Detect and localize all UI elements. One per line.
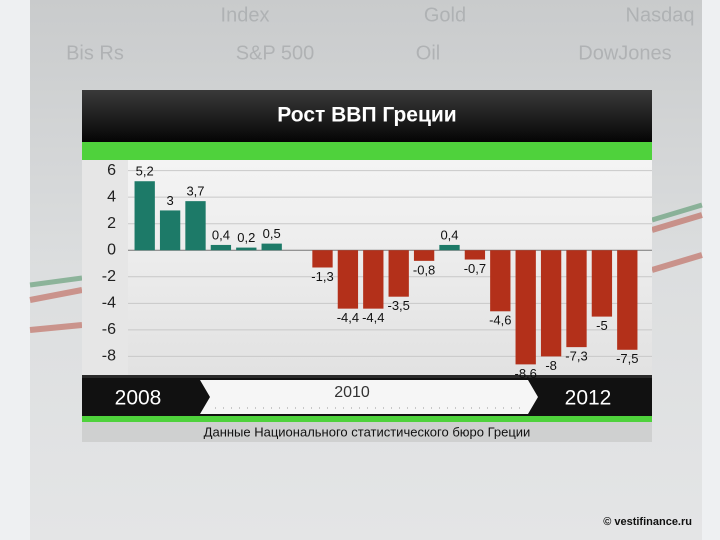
bar (540, 250, 562, 357)
background-word: S&P 500 (236, 42, 315, 64)
y-tick-label: -8 (102, 348, 116, 365)
y-tick-label: 6 (107, 162, 116, 179)
bar (515, 250, 536, 365)
value-label: 0,4 (212, 227, 230, 242)
value-label: -0,7 (464, 261, 486, 276)
timeline-label: 2012 (565, 387, 612, 410)
timeline-label: 2010 (334, 384, 370, 401)
value-label: 0,2 (237, 230, 255, 245)
decor-stripe (29, 202, 703, 288)
y-tick-label: 2 (107, 215, 116, 232)
y-tick-label: -2 (102, 268, 116, 285)
bar (210, 244, 232, 251)
value-label: -4,4 (337, 310, 359, 325)
value-label: 0,4 (440, 227, 458, 242)
background-word: Index (221, 4, 270, 26)
y-tick-label: -6 (102, 321, 116, 338)
value-label: -0,8 (413, 262, 435, 277)
value-label: -1,3 (311, 269, 333, 284)
value-label: 3 (166, 193, 173, 208)
green-band (82, 142, 652, 160)
value-label: 0,5 (263, 226, 281, 241)
bar (236, 247, 257, 251)
chart-title: Рост ВВП Греции (277, 104, 456, 127)
bar (185, 201, 206, 251)
source-note: Данные Национального статистического бюр… (204, 424, 531, 439)
bar (566, 250, 587, 348)
background-word: Bis Rs (66, 42, 124, 64)
right-margin (702, 0, 720, 540)
title-bar (82, 90, 652, 142)
background-word: Gold (424, 4, 466, 26)
bar (413, 250, 435, 261)
y-tick-label: -4 (102, 295, 116, 312)
decor-stripe (29, 212, 703, 333)
background-word: DowJones (578, 42, 671, 64)
value-label: 3,7 (186, 184, 204, 199)
bar (337, 250, 359, 309)
value-label: -7,5 (616, 351, 638, 366)
value-label: -3,5 (387, 298, 409, 313)
value-label: -8,6 (514, 366, 536, 381)
bar (134, 181, 155, 251)
timeline-label: 2008 (115, 387, 162, 410)
bar (439, 244, 460, 251)
copyright: © vestifinance.ru (603, 516, 692, 528)
timeline-middle (200, 380, 538, 414)
value-label: -8 (545, 358, 557, 373)
value-label: -5 (596, 318, 608, 333)
bar (363, 250, 384, 309)
bar (261, 243, 282, 251)
bar (312, 250, 333, 268)
bar (388, 250, 409, 297)
footer-bar (82, 422, 652, 442)
y-tick-label: 4 (107, 188, 116, 205)
value-label: -4,6 (489, 313, 511, 328)
value-label: -7,3 (565, 349, 587, 364)
background-word: Nasdaq (626, 4, 695, 26)
left-margin (0, 0, 30, 540)
value-label: -4,4 (362, 310, 384, 325)
y-tick-label: 0 (107, 241, 116, 258)
green-line (82, 416, 652, 422)
value-label: 5,2 (136, 164, 154, 179)
bar (159, 210, 181, 251)
background-word: Oil (416, 42, 440, 64)
bar (464, 250, 486, 260)
bar (490, 250, 511, 312)
bar (591, 250, 613, 317)
y-axis-panel (82, 160, 128, 375)
bar (617, 250, 638, 350)
